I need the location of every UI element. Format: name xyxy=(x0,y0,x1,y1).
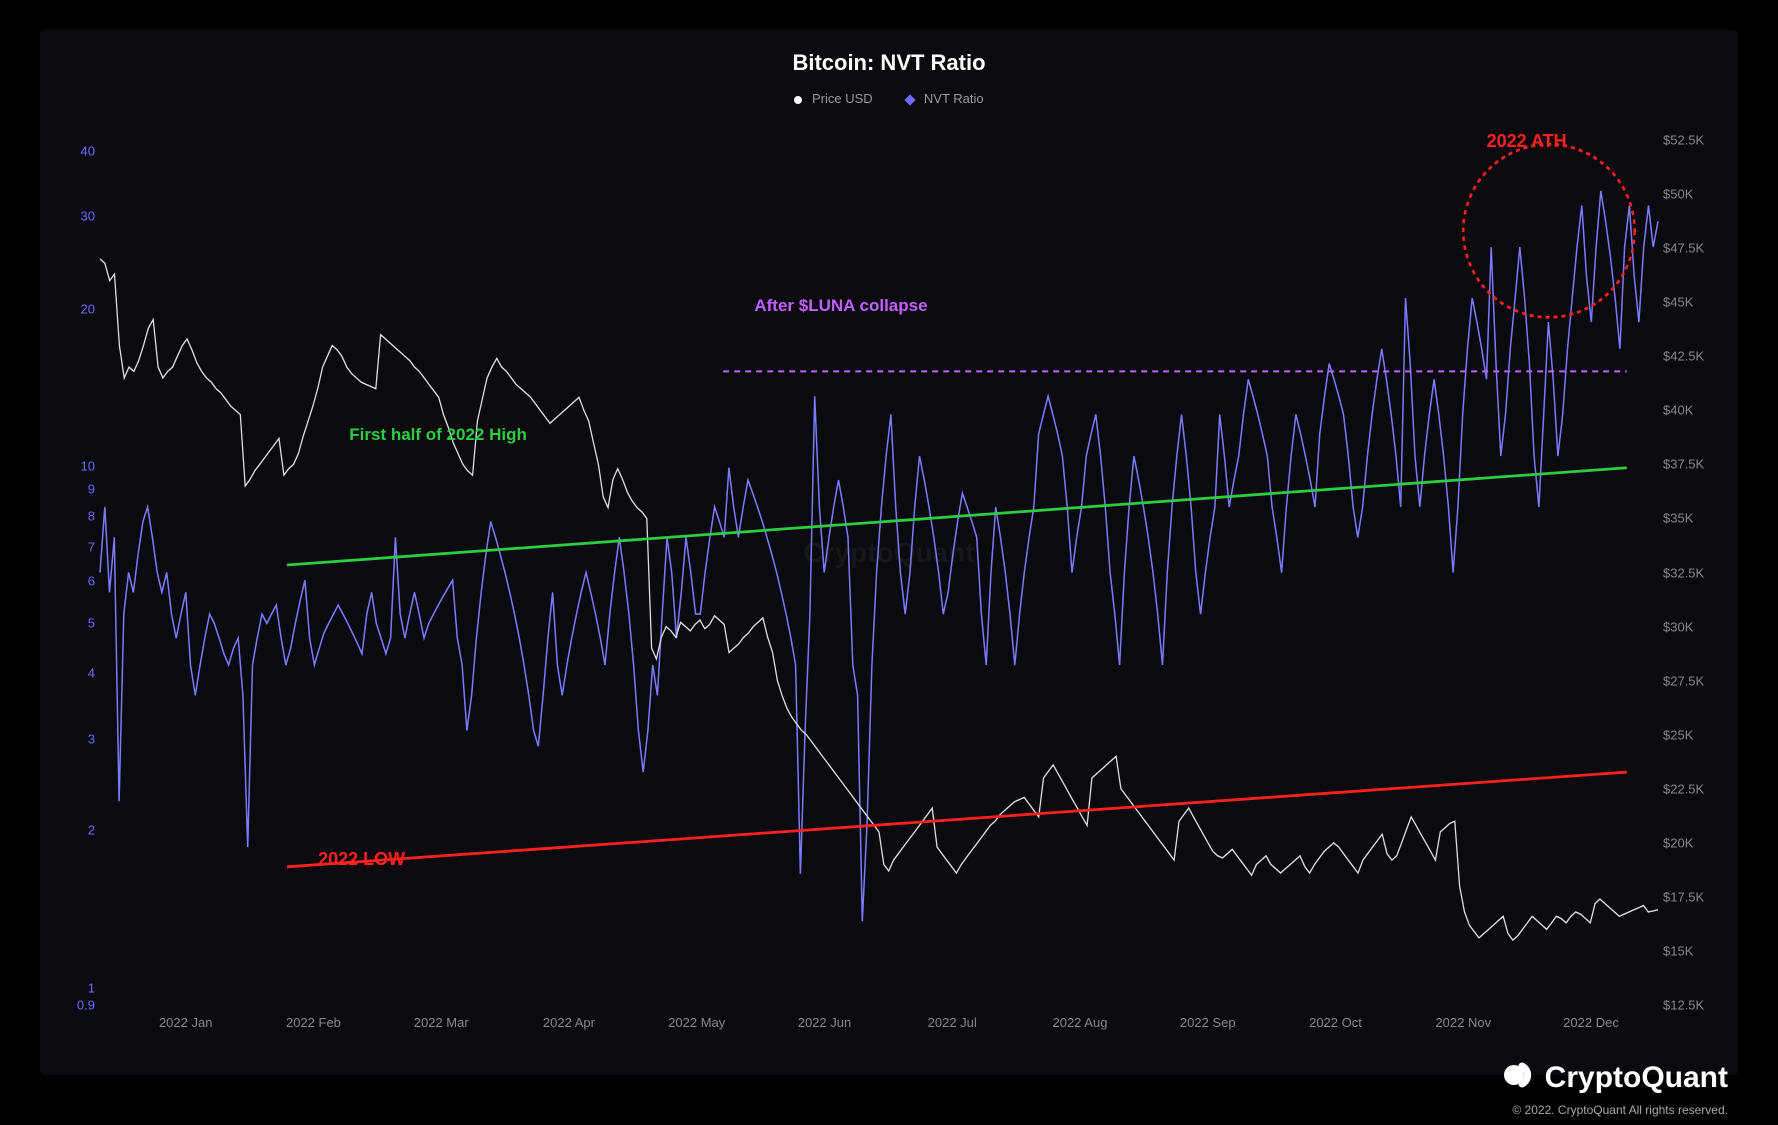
annotation: After $LUNA collapse xyxy=(754,296,927,316)
y-right-tick: $52.5K xyxy=(1663,133,1704,148)
y-axis-right: $12.5K$15K$17.5K$20K$22.5K$25K$27.5K$30K… xyxy=(1663,140,1713,1005)
x-tick: 2022 Nov xyxy=(1435,1015,1491,1030)
chart-title: Bitcoin: NVT Ratio xyxy=(40,30,1738,76)
legend: Price USD NVT Ratio xyxy=(40,91,1738,106)
annotation: 2022 ATH xyxy=(1487,131,1567,152)
y-right-tick: $22.5K xyxy=(1663,781,1704,796)
legend-item-price: Price USD xyxy=(794,91,872,106)
y-left-tick: 20 xyxy=(81,301,95,316)
y-right-tick: $47.5K xyxy=(1663,241,1704,256)
y-left-tick: 1 xyxy=(88,980,95,995)
x-tick: 2022 Apr xyxy=(543,1015,595,1030)
x-tick: 2022 Jul xyxy=(928,1015,977,1030)
ath-circle xyxy=(1463,144,1634,317)
plot-area: First half of 2022 High After $LUNA colla… xyxy=(100,140,1658,1005)
price-usd-line xyxy=(100,259,1658,940)
y-right-tick: $40K xyxy=(1663,403,1693,418)
x-tick: 2022 May xyxy=(668,1015,725,1030)
y-right-tick: $50K xyxy=(1663,187,1693,202)
y-left-tick: 8 xyxy=(88,509,95,524)
annotation: 2022 LOW xyxy=(318,849,405,870)
y-left-tick: 0.9 xyxy=(77,998,95,1013)
y-right-tick: $20K xyxy=(1663,835,1693,850)
brand-logo-container: CryptoQuant xyxy=(1503,1058,1728,1100)
x-tick: 2022 Mar xyxy=(414,1015,469,1030)
y-right-tick: $27.5K xyxy=(1663,673,1704,688)
legend-dot-price xyxy=(794,96,802,104)
y-right-tick: $15K xyxy=(1663,943,1693,958)
y-left-tick: 7 xyxy=(88,539,95,554)
x-tick: 2022 Dec xyxy=(1563,1015,1619,1030)
y-right-tick: $37.5K xyxy=(1663,457,1704,472)
chart-container: Bitcoin: NVT Ratio Price USD NVT Ratio C… xyxy=(40,30,1738,1075)
y-right-tick: $45K xyxy=(1663,295,1693,310)
brand-name: CryptoQuant xyxy=(1545,1061,1728,1094)
y-left-tick: 3 xyxy=(88,731,95,746)
x-tick: 2022 Jan xyxy=(159,1015,213,1030)
x-tick: 2022 Feb xyxy=(286,1015,341,1030)
legend-dot-nvt xyxy=(905,94,916,105)
legend-label-price: Price USD xyxy=(812,91,873,106)
y-left-tick: 30 xyxy=(81,209,95,224)
y-left-tick: 40 xyxy=(81,144,95,159)
y-axis-left: 0.912345678910203040 xyxy=(60,140,95,1005)
green-trendline xyxy=(287,468,1627,565)
legend-item-nvt: NVT Ratio xyxy=(906,91,983,106)
y-right-tick: $17.5K xyxy=(1663,889,1704,904)
y-right-tick: $32.5K xyxy=(1663,565,1704,580)
x-tick: 2022 Aug xyxy=(1052,1015,1107,1030)
legend-label-nvt: NVT Ratio xyxy=(924,91,984,106)
x-tick: 2022 Jun xyxy=(798,1015,852,1030)
y-left-tick: 10 xyxy=(81,459,95,474)
y-right-tick: $25K xyxy=(1663,727,1693,742)
x-axis: 2022 Jan 2022 Feb 2022 Mar 2022 Apr 2022 May… xyxy=(100,1015,1658,1035)
y-right-tick: $35K xyxy=(1663,511,1693,526)
annotation: First half of 2022 High xyxy=(349,425,527,445)
brand-logo-icon xyxy=(1503,1058,1537,1100)
y-right-tick: $12.5K xyxy=(1663,998,1704,1013)
y-right-tick: $42.5K xyxy=(1663,349,1704,364)
y-left-tick: 6 xyxy=(88,574,95,589)
y-left-tick: 2 xyxy=(88,823,95,838)
copyright: © 2022. CryptoQuant All rights reserved. xyxy=(1512,1103,1728,1117)
y-left-tick: 5 xyxy=(88,615,95,630)
plot-svg xyxy=(100,140,1658,1005)
x-tick: 2022 Oct xyxy=(1309,1015,1362,1030)
y-left-tick: 4 xyxy=(88,665,95,680)
red-trendline xyxy=(287,772,1627,867)
x-tick: 2022 Sep xyxy=(1180,1015,1236,1030)
y-left-tick: 9 xyxy=(88,482,95,497)
y-right-tick: $30K xyxy=(1663,619,1693,634)
